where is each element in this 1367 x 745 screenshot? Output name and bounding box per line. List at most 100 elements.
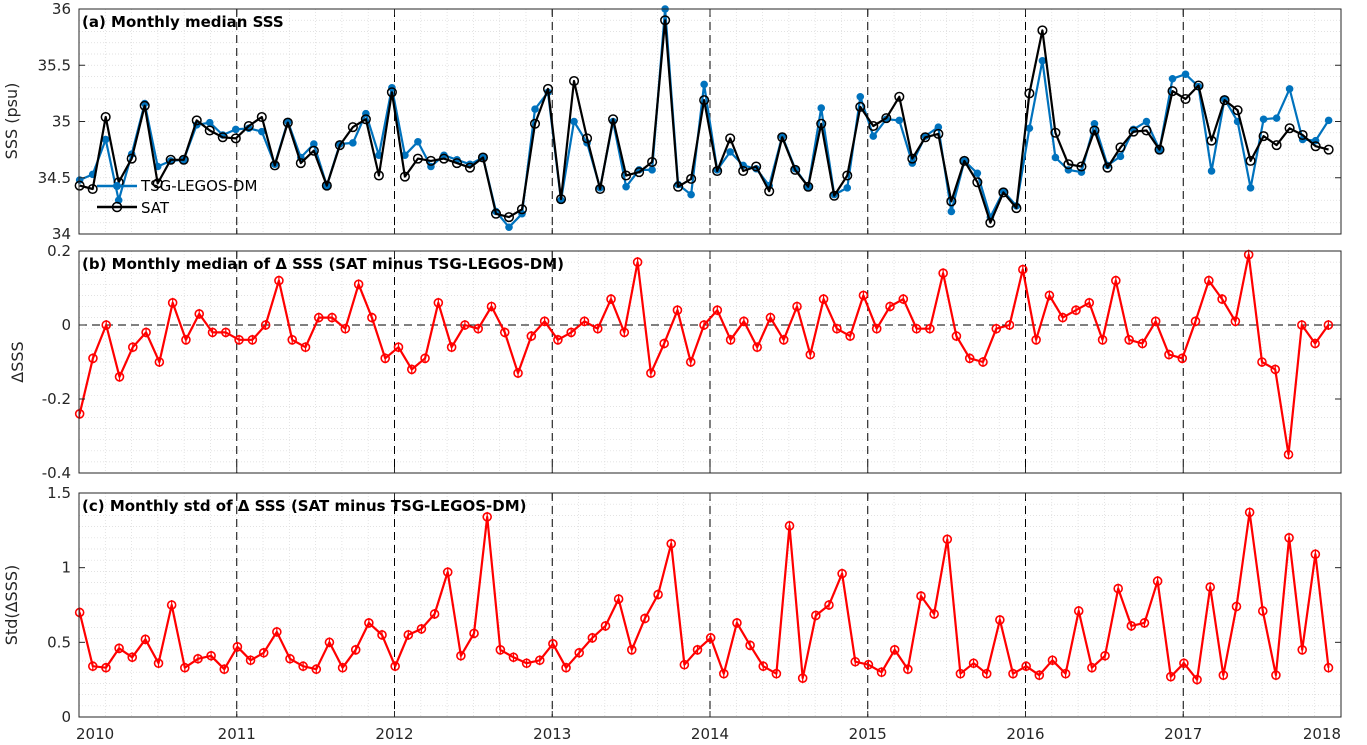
x-tick-label: 2012: [375, 725, 413, 743]
data-point-tsg: [622, 182, 630, 191]
data-point-sat: [816, 118, 827, 129]
data-point-sat: [464, 162, 476, 173]
data-point-tsg: [869, 132, 878, 140]
panel-a-monthly-median-sss: 34 34.5 35 35.5 36 (a) Monthly median SSS SS…: [2, 0, 1342, 243]
y-tick-label: -0.2: [42, 390, 71, 408]
data-point-sat: [1167, 86, 1178, 97]
panel-b-plot-area: [74, 249, 1334, 460]
panel-b-monthly-median-delta-sss: -0.4 -0.2 0 0.2 (b) Monthly median of Δ SSS…: [8, 242, 1342, 482]
data-point-sat: [1011, 203, 1022, 214]
panel-a-plot-area: [74, 5, 1334, 232]
data-point-tsg: [817, 104, 826, 112]
x-tick-label: 2018: [1303, 725, 1341, 743]
y-tick-label: 0.5: [47, 633, 71, 651]
data-point-sat: [503, 212, 515, 223]
data-point-sat: [1323, 144, 1334, 155]
data-point-tsg: [1038, 56, 1047, 65]
data-point-tsg: [414, 137, 422, 146]
data-point-sat: [256, 111, 267, 123]
data-point-tsg: [687, 190, 695, 199]
series-line-delta: [78, 511, 1330, 681]
panel-c-y-ticks: 0 0.5 1 1.5: [47, 484, 1342, 726]
data-point-sat: [308, 145, 319, 156]
y-tick-label: 1: [61, 559, 71, 577]
data-point-sat: [712, 165, 723, 177]
data-point-sat: [373, 170, 384, 181]
panel-a-title: (a) Monthly median SSS: [82, 13, 284, 31]
data-point-sat: [386, 87, 397, 98]
panel-c-y-axis-label: Std(ΔSSS): [2, 565, 21, 645]
data-point-tsg: [843, 184, 852, 192]
data-point-sat: [634, 167, 645, 178]
data-point-tsg: [700, 80, 708, 89]
data-point-sat: [139, 100, 150, 111]
data-point-tsg: [1259, 115, 1268, 124]
data-point-tsg: [284, 117, 292, 126]
data-point-tsg: [778, 132, 787, 140]
data-point-sat: [790, 164, 801, 175]
data-point-sat: [686, 173, 697, 184]
data-point-sat: [699, 95, 710, 106]
data-point-sat: [490, 208, 502, 219]
data-point-sat: [621, 170, 632, 181]
data-point-sat: [451, 158, 462, 169]
data-point-sat: [751, 161, 762, 172]
data-point-sat: [933, 128, 944, 139]
data-point-sat: [894, 91, 905, 102]
data-point-tsg: [257, 127, 266, 136]
data-point-sat: [1063, 159, 1074, 170]
data-point-sat: [568, 75, 580, 87]
panel-a-y-axis-label: SSS (psu): [2, 83, 21, 160]
data-point-tsg: [934, 123, 943, 131]
data-point-sat: [1219, 95, 1230, 106]
data-point-sat: [595, 183, 606, 195]
data-point-tsg: [947, 207, 956, 216]
data-point-sat: [529, 118, 541, 129]
x-tick-label: 2014: [691, 725, 729, 743]
data-point-sat: [998, 187, 1009, 198]
data-point-sat: [946, 196, 957, 207]
data-point-tsg: [1324, 116, 1333, 125]
data-point-sat: [555, 194, 567, 205]
data-point-sat: [1271, 140, 1282, 151]
data-point-sat: [1050, 127, 1061, 138]
y-tick-label: -0.4: [42, 464, 71, 482]
data-point-sat: [516, 204, 528, 215]
data-point-sat: [1089, 125, 1100, 136]
y-tick-label: 34: [52, 225, 71, 243]
x-tick-label: 2013: [533, 725, 571, 743]
data-point-sat: [74, 180, 85, 191]
data-point-sat: [1206, 135, 1217, 146]
y-tick-label: 0: [61, 708, 71, 726]
data-point-tsg: [973, 169, 982, 178]
data-point-tsg: [726, 148, 734, 156]
data-point-sat: [1102, 162, 1113, 173]
data-point-sat: [1193, 80, 1204, 91]
data-point-sat: [1284, 123, 1295, 134]
data-point-sat: [360, 114, 371, 125]
data-point-sat: [1115, 142, 1126, 153]
data-point-tsg: [205, 118, 214, 127]
data-point-sat: [803, 181, 814, 192]
data-point-sat: [920, 132, 931, 143]
data-point-sat: [985, 217, 996, 228]
panel-b-year-lines: [236, 251, 1184, 473]
data-point-sat: [1024, 88, 1035, 99]
data-point-sat: [647, 156, 658, 168]
data-point-sat: [1232, 105, 1243, 116]
data-point-sat: [282, 117, 293, 128]
data-point-sat: [660, 15, 671, 26]
data-point-sat: [868, 120, 879, 132]
data-point-tsg: [570, 117, 578, 126]
data-point-sat: [972, 177, 983, 188]
data-point-tsg: [1246, 184, 1255, 192]
data-point-tsg: [1168, 74, 1177, 83]
data-point-tsg: [856, 92, 865, 101]
data-point-tsg: [349, 139, 357, 147]
data-point-tsg: [1090, 119, 1099, 128]
x-tick-label: 2017: [1164, 725, 1202, 743]
data-point-sat: [87, 183, 98, 195]
data-point-tsg: [101, 135, 110, 144]
data-point-tsg: [1025, 124, 1034, 133]
